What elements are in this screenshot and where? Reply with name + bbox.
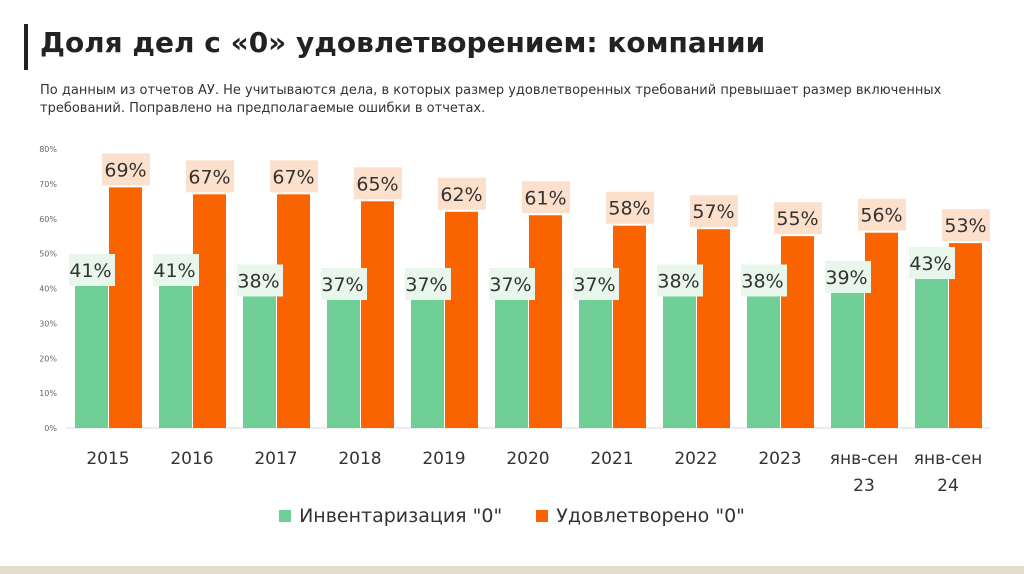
bar-satisfied — [697, 229, 730, 428]
bar-satisfied — [445, 211, 478, 428]
bar-inventory — [159, 285, 192, 428]
x-tick-label: 2017 — [254, 449, 297, 469]
bar-inventory — [243, 295, 276, 428]
bar-inventory — [831, 291, 864, 428]
data-label-bg-satisfied — [942, 209, 990, 242]
y-tick-label: 80% — [39, 145, 57, 154]
bar-satisfied — [529, 215, 562, 428]
legend-swatch-satisfied — [536, 510, 549, 522]
x-tick-label: 2015 — [86, 449, 129, 469]
data-label-satisfied: 57% — [692, 201, 734, 223]
data-label-satisfied: 69% — [104, 159, 146, 181]
legend-swatch-inventory — [279, 510, 292, 522]
data-label-inventory: 38% — [657, 270, 699, 292]
chart-legend: Инвентаризация "0" Удовлетворено "0" — [0, 505, 1024, 527]
bar-satisfied — [613, 225, 646, 428]
x-tick-label: 2018 — [338, 449, 381, 469]
data-label-satisfied: 67% — [188, 166, 230, 188]
x-tick-label: 2023 — [758, 449, 801, 469]
legend-item-inventory: Инвентаризация "0" — [279, 505, 502, 527]
bar-inventory — [495, 298, 528, 428]
data-label-inventory: 37% — [405, 274, 447, 296]
data-label-inventory: 38% — [741, 270, 783, 292]
data-label-bg-satisfied — [606, 191, 654, 224]
x-tick-label: 2022 — [674, 449, 717, 469]
data-label-bg-inventory — [237, 264, 283, 297]
data-label-bg-inventory — [153, 254, 199, 287]
bar-inventory — [579, 298, 612, 428]
y-tick-label: 0% — [44, 424, 57, 433]
x-tick-label: 23 — [853, 476, 875, 496]
data-label-bg-satisfied — [354, 167, 402, 200]
bar-inventory — [411, 298, 444, 428]
data-label-satisfied: 65% — [356, 173, 398, 195]
data-label-bg-satisfied — [858, 198, 906, 231]
data-label-bg-satisfied — [186, 160, 234, 193]
data-label-bg-inventory — [741, 264, 787, 297]
data-label-satisfied: 55% — [776, 208, 818, 230]
bar-satisfied — [109, 187, 142, 428]
x-tick-label: янв-сен — [914, 449, 982, 469]
bar-satisfied — [277, 194, 310, 428]
bottom-decoration — [0, 566, 1024, 574]
title-accent-bar — [24, 24, 28, 70]
legend-item-satisfied: Удовлетворено "0" — [536, 505, 745, 527]
data-label-bg-inventory — [489, 267, 535, 300]
data-label-bg-inventory — [657, 264, 703, 297]
data-label-satisfied: 67% — [272, 166, 314, 188]
x-tick-label: 2020 — [506, 449, 549, 469]
bar-inventory — [327, 298, 360, 428]
y-tick-label: 50% — [39, 250, 57, 259]
legend-label-inventory: Инвентаризация "0" — [299, 505, 503, 527]
data-label-inventory: 43% — [909, 253, 951, 275]
data-label-inventory: 41% — [69, 260, 111, 282]
x-tick-label: 2019 — [422, 449, 465, 469]
data-label-bg-satisfied — [522, 181, 570, 214]
data-label-bg-inventory — [69, 254, 115, 287]
data-label-satisfied: 53% — [944, 215, 986, 237]
data-label-satisfied: 62% — [440, 184, 482, 206]
page-title: Доля дел с «0» удовлетворением: компании — [40, 26, 766, 59]
bar-satisfied — [193, 194, 226, 428]
data-label-inventory: 37% — [573, 274, 615, 296]
y-tick-label: 10% — [39, 389, 57, 398]
bar-inventory — [747, 295, 780, 428]
data-label-satisfied: 56% — [860, 205, 902, 227]
data-label-inventory: 41% — [153, 260, 195, 282]
data-label-satisfied: 61% — [524, 187, 566, 209]
x-tick-label: янв-сен — [830, 449, 898, 469]
data-label-bg-satisfied — [102, 153, 150, 186]
bar-satisfied — [361, 201, 394, 428]
data-label-inventory: 38% — [237, 270, 279, 292]
y-tick-label: 70% — [39, 180, 57, 189]
y-tick-label: 30% — [39, 319, 57, 328]
data-label-bg-inventory — [909, 247, 955, 280]
data-label-bg-satisfied — [270, 160, 318, 193]
bar-inventory — [663, 295, 696, 428]
data-label-inventory: 39% — [825, 267, 867, 289]
data-label-bg-satisfied — [690, 195, 738, 228]
page-subtitle: По данным из отчетов АУ. Не учитываются … — [40, 83, 942, 116]
legend-label-satisfied: Удовлетворено "0" — [556, 505, 745, 527]
data-label-bg-inventory — [825, 260, 871, 293]
data-label-bg-inventory — [405, 267, 451, 300]
x-tick-label: 2021 — [590, 449, 633, 469]
bar-inventory — [75, 285, 108, 428]
data-label-bg-inventory — [573, 267, 619, 300]
x-tick-label: 2016 — [170, 449, 213, 469]
data-label-inventory: 37% — [489, 274, 531, 296]
x-tick-label: 24 — [937, 476, 959, 496]
y-tick-label: 40% — [39, 285, 57, 294]
data-label-bg-satisfied — [774, 202, 822, 235]
data-label-bg-inventory — [321, 267, 367, 300]
data-label-inventory: 37% — [321, 274, 363, 296]
bar-inventory — [915, 278, 948, 428]
data-label-bg-satisfied — [438, 177, 486, 210]
y-tick-label: 20% — [39, 354, 57, 363]
data-label-satisfied: 58% — [608, 198, 650, 220]
y-tick-label: 60% — [39, 215, 57, 224]
